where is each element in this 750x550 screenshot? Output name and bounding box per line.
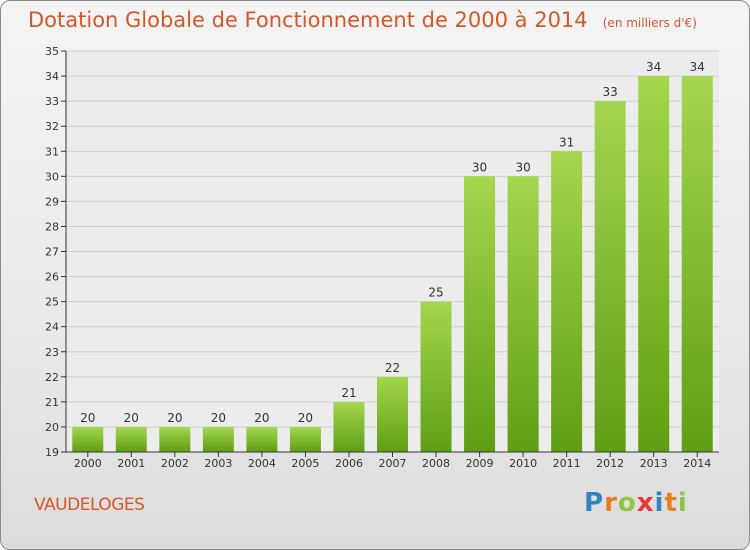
x-tick-label: 2003 [204, 457, 232, 470]
x-tick-label: 2008 [422, 457, 450, 470]
x-tick-label: 2009 [466, 457, 494, 470]
data-label: 34 [690, 60, 705, 74]
data-label: 33 [603, 85, 618, 99]
bar [115, 426, 147, 452]
bar [202, 426, 234, 452]
bar [681, 76, 713, 452]
chart-title-main: Dotation Globale de Fonctionnement de 20… [28, 8, 588, 32]
data-label: 20 [80, 411, 95, 425]
x-tick-label: 2013 [640, 457, 668, 470]
chart-title-unit: (en milliers d'€) [602, 16, 697, 30]
x-tick-label: 2011 [553, 457, 581, 470]
bar [159, 426, 191, 452]
y-tick-label: 23 [45, 346, 59, 359]
x-tick-label: 2000 [74, 457, 102, 470]
x-tick-label: 2004 [248, 457, 276, 470]
y-tick-label: 28 [45, 220, 59, 233]
x-tick-label: 2002 [161, 457, 189, 470]
bar [289, 426, 321, 452]
bar [333, 401, 365, 452]
y-tick-label: 32 [45, 120, 59, 133]
bar [420, 301, 452, 452]
logo-letter: i [677, 488, 688, 518]
y-tick-label: 20 [45, 421, 59, 434]
data-label: 20 [124, 411, 139, 425]
y-tick-label: 26 [45, 271, 59, 284]
y-tick-label: 35 [45, 45, 59, 58]
y-tick-label: 34 [45, 70, 59, 83]
y-tick-label: 30 [45, 170, 59, 183]
data-label: 20 [298, 411, 313, 425]
y-tick-label: 24 [45, 321, 59, 334]
data-label: 20 [254, 411, 269, 425]
y-tick-label: 33 [45, 95, 59, 108]
data-label: 21 [341, 386, 356, 400]
bar [507, 176, 539, 452]
data-label: 20 [211, 411, 226, 425]
logo-letter: t [664, 488, 678, 518]
x-tick-label: 2007 [379, 457, 407, 470]
x-tick-label: 2005 [291, 457, 319, 470]
x-tick-label: 2012 [596, 457, 624, 470]
proxiti-logo: Proxiti [584, 488, 688, 518]
bar [246, 426, 278, 452]
x-tick-label: 2006 [335, 457, 363, 470]
data-label: 34 [646, 60, 661, 74]
data-label: 30 [515, 160, 530, 174]
x-tick-label: 2010 [509, 457, 537, 470]
bar [464, 176, 496, 452]
data-label: 22 [385, 361, 400, 375]
bar [638, 76, 670, 452]
data-label: 30 [472, 160, 487, 174]
y-tick-label: 31 [45, 145, 59, 158]
data-label: 20 [167, 411, 182, 425]
bar [594, 101, 626, 452]
data-label: 31 [559, 135, 574, 149]
logo-letter: r [604, 488, 618, 518]
y-tick-label: 21 [45, 396, 59, 409]
logo-letter: x [636, 488, 655, 518]
bar [551, 151, 583, 452]
logo-letter: i [654, 488, 665, 518]
logo-letter: o [617, 488, 637, 518]
y-tick-label: 25 [45, 296, 59, 309]
commune-name: VAUDELOGES [34, 495, 145, 515]
y-tick-label: 29 [45, 195, 59, 208]
data-label: 25 [428, 286, 443, 300]
x-tick-label: 2014 [683, 457, 711, 470]
chart-title: Dotation Globale de Fonctionnement de 20… [28, 8, 697, 32]
y-tick-label: 22 [45, 371, 59, 384]
y-tick-label: 27 [45, 246, 59, 259]
bar [72, 426, 104, 452]
y-tick-label: 19 [45, 446, 59, 459]
logo-letter: P [584, 488, 605, 518]
x-tick-label: 2001 [117, 457, 145, 470]
bar [377, 376, 408, 452]
